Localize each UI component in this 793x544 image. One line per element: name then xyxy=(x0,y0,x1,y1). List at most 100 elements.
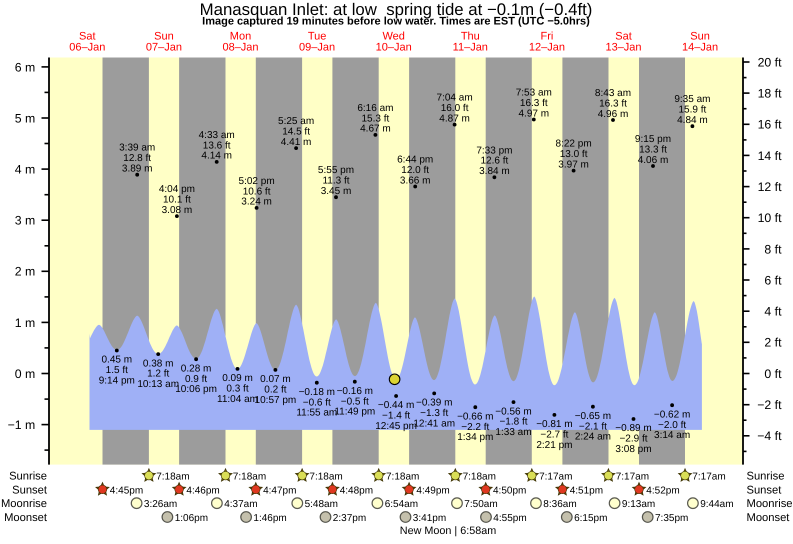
svg-text:0.3 ft: 0.3 ft xyxy=(226,384,248,395)
svg-text:0.09 m: 0.09 m xyxy=(222,373,253,384)
svg-text:10–Jan: 10–Jan xyxy=(376,42,412,54)
svg-text:7:18am: 7:18am xyxy=(309,472,342,483)
svg-text:Sat: Sat xyxy=(79,31,96,43)
svg-text:9:14 pm: 9:14 pm xyxy=(99,376,135,387)
svg-text:−0.81 m: −0.81 m xyxy=(536,419,572,430)
svg-text:Manasquan Inlet: at low sprin: Manasquan Inlet: at low spring tide at −… xyxy=(200,0,593,19)
svg-text:14–Jan: 14–Jan xyxy=(682,42,718,54)
svg-text:4.06 m: 4.06 m xyxy=(638,155,669,166)
svg-text:3.89 m: 3.89 m xyxy=(122,164,153,175)
svg-text:18 ft: 18 ft xyxy=(758,87,783,101)
svg-text:9:15 pm: 9:15 pm xyxy=(635,134,671,145)
svg-text:4.84 m: 4.84 m xyxy=(677,115,708,126)
svg-text:−4 ft: −4 ft xyxy=(757,429,782,443)
svg-text:−0.39 m: −0.39 m xyxy=(416,398,452,409)
svg-text:6:54am: 6:54am xyxy=(385,499,418,510)
svg-text:3.24 m: 3.24 m xyxy=(241,197,272,208)
svg-text:10 ft: 10 ft xyxy=(758,211,783,225)
svg-text:12:41 am: 12:41 am xyxy=(413,418,455,429)
svg-text:−0.56 m: −0.56 m xyxy=(495,406,531,417)
svg-text:5 m: 5 m xyxy=(15,111,36,125)
svg-text:4:49pm: 4:49pm xyxy=(416,485,449,496)
svg-text:11:49 pm: 11:49 pm xyxy=(334,407,375,418)
svg-text:5:48am: 5:48am xyxy=(305,499,338,510)
svg-text:0.28 m: 0.28 m xyxy=(181,363,212,374)
svg-text:5:55 pm: 5:55 pm xyxy=(318,165,354,176)
svg-text:4.97 m: 4.97 m xyxy=(519,108,550,119)
svg-text:4:51pm: 4:51pm xyxy=(570,485,603,496)
svg-text:16.3 ft: 16.3 ft xyxy=(520,98,548,109)
svg-text:Mon: Mon xyxy=(230,31,251,43)
svg-text:15.9 ft: 15.9 ft xyxy=(678,105,706,116)
svg-text:6:16 am: 6:16 am xyxy=(357,103,393,114)
svg-text:13.6 ft: 13.6 ft xyxy=(203,140,231,151)
svg-text:9:13am: 9:13am xyxy=(622,499,655,510)
svg-text:12 ft: 12 ft xyxy=(758,180,783,194)
svg-text:7:35pm: 7:35pm xyxy=(655,513,688,524)
svg-text:4:55pm: 4:55pm xyxy=(493,513,526,524)
svg-text:Tue: Tue xyxy=(308,31,327,43)
svg-text:10.1 ft: 10.1 ft xyxy=(163,195,191,206)
svg-text:3 m: 3 m xyxy=(15,214,36,228)
svg-text:8:22 pm: 8:22 pm xyxy=(556,139,592,150)
svg-text:New Moon | 6:58am: New Moon | 6:58am xyxy=(400,525,496,537)
svg-text:4:46pm: 4:46pm xyxy=(186,485,219,496)
svg-text:−0.18 m: −0.18 m xyxy=(299,387,335,398)
svg-text:2:37pm: 2:37pm xyxy=(333,513,366,524)
svg-text:−1.8 ft: −1.8 ft xyxy=(499,417,527,428)
svg-text:06–Jan: 06–Jan xyxy=(69,42,105,54)
svg-text:8:43 am: 8:43 am xyxy=(595,88,631,99)
svg-text:Thu: Thu xyxy=(461,31,480,43)
svg-text:3:26am: 3:26am xyxy=(144,499,177,510)
svg-text:Sunrise: Sunrise xyxy=(9,471,47,483)
svg-text:−0.44 m: −0.44 m xyxy=(378,400,414,411)
svg-text:7:18am: 7:18am xyxy=(233,472,266,483)
svg-text:16.0 ft: 16.0 ft xyxy=(441,103,469,114)
svg-text:13.0 ft: 13.0 ft xyxy=(560,149,588,160)
svg-text:−2.0 ft: −2.0 ft xyxy=(658,420,686,431)
svg-text:16.3 ft: 16.3 ft xyxy=(599,98,627,109)
svg-text:4.96 m: 4.96 m xyxy=(598,109,629,120)
svg-text:0.38 m: 0.38 m xyxy=(143,358,174,369)
svg-text:Moonset: Moonset xyxy=(747,512,791,524)
svg-text:7:33 pm: 7:33 pm xyxy=(476,145,512,156)
svg-text:7:04 am: 7:04 am xyxy=(437,93,473,104)
svg-text:09–Jan: 09–Jan xyxy=(299,42,335,54)
svg-text:13.3 ft: 13.3 ft xyxy=(639,144,667,155)
svg-text:4 ft: 4 ft xyxy=(764,305,782,319)
svg-text:Sunset: Sunset xyxy=(12,484,48,496)
svg-text:4.67 m: 4.67 m xyxy=(360,124,391,135)
svg-text:0.9 ft: 0.9 ft xyxy=(185,374,207,385)
svg-text:4 m: 4 m xyxy=(15,163,36,177)
svg-text:1:34 pm: 1:34 pm xyxy=(457,432,493,443)
svg-text:07–Jan: 07–Jan xyxy=(146,42,182,54)
svg-text:−0.89 m: −0.89 m xyxy=(615,423,651,434)
svg-text:12.8 ft: 12.8 ft xyxy=(123,153,151,164)
svg-text:13–Jan: 13–Jan xyxy=(605,42,641,54)
svg-text:4.41 m: 4.41 m xyxy=(281,137,312,148)
svg-text:3:41pm: 3:41pm xyxy=(413,513,446,524)
svg-text:Image captured 19 minutes befo: Image captured 19 minutes before low wat… xyxy=(202,16,590,28)
svg-text:−1 m: −1 m xyxy=(8,418,36,432)
svg-text:1:06pm: 1:06pm xyxy=(175,513,208,524)
svg-text:2 ft: 2 ft xyxy=(764,336,782,350)
svg-text:12.6 ft: 12.6 ft xyxy=(480,156,508,167)
svg-text:11–Jan: 11–Jan xyxy=(453,42,488,54)
svg-text:11:04 am: 11:04 am xyxy=(217,394,258,405)
svg-text:12:45 pm: 12:45 pm xyxy=(375,421,417,432)
svg-text:8 ft: 8 ft xyxy=(764,242,782,256)
svg-text:6:44 pm: 6:44 pm xyxy=(397,155,433,166)
svg-text:14.5 ft: 14.5 ft xyxy=(282,127,310,138)
svg-text:0.07 m: 0.07 m xyxy=(260,374,291,385)
svg-text:0.45 m: 0.45 m xyxy=(102,355,133,366)
svg-text:−1.4 ft: −1.4 ft xyxy=(382,411,410,422)
svg-text:16 ft: 16 ft xyxy=(758,118,783,132)
svg-text:3.84 m: 3.84 m xyxy=(479,166,510,177)
svg-text:3:39 am: 3:39 am xyxy=(119,143,155,154)
svg-text:5:02 pm: 5:02 pm xyxy=(239,176,275,187)
svg-text:1.2 ft: 1.2 ft xyxy=(147,369,169,380)
svg-text:6 ft: 6 ft xyxy=(764,273,782,287)
svg-text:4:50pm: 4:50pm xyxy=(493,485,526,496)
svg-text:7:18am: 7:18am xyxy=(156,472,189,483)
svg-text:11:55 am: 11:55 am xyxy=(296,408,337,419)
